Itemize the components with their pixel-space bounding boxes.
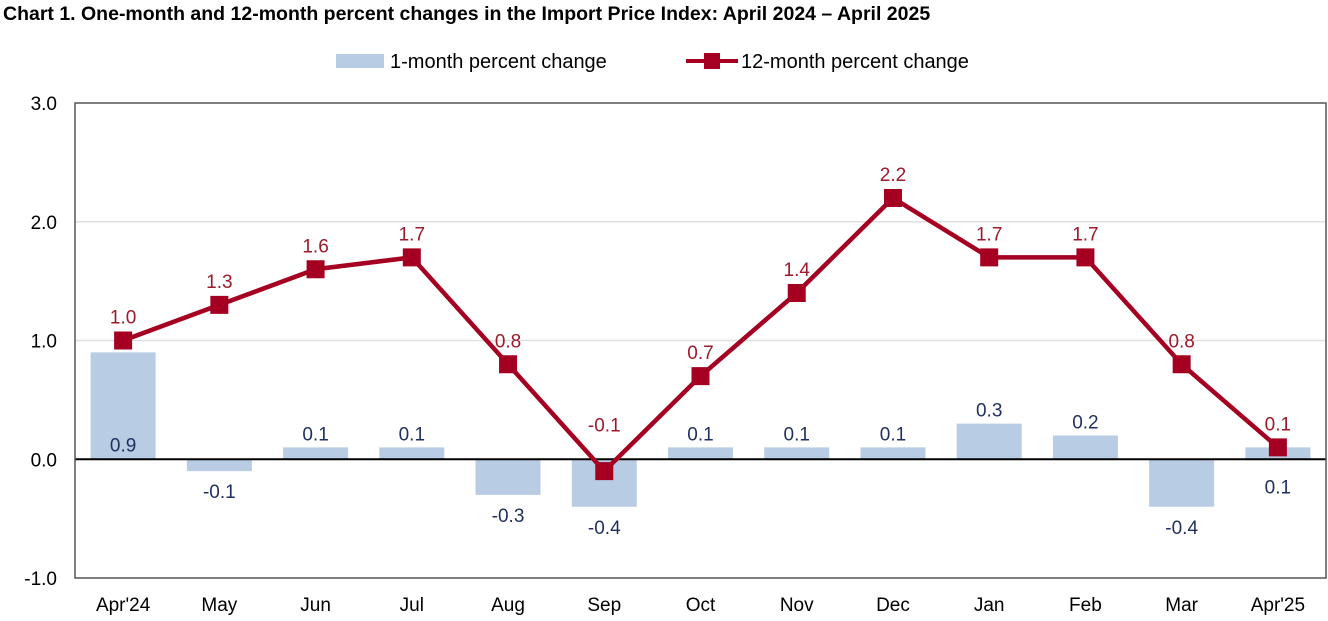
bar-data-label: -0.1	[203, 482, 236, 503]
line-data-label: 0.1	[1265, 414, 1291, 435]
y-tick-label: 2.0	[31, 213, 57, 234]
bar-data-label: 0.1	[302, 424, 328, 445]
gridlines	[75, 221, 1326, 342]
bar-data-label: -0.4	[588, 518, 621, 539]
bar	[379, 447, 445, 460]
x-tick-label: Jan	[974, 595, 1005, 616]
x-tick-label: Jul	[400, 595, 424, 616]
bar	[90, 352, 156, 460]
plot-frame	[74, 102, 1327, 579]
data-labels: 0.9 -0.1 0.1 0.1 -0.3 -0.4 0.1 0.1 0.1 0.3 0.2 -0.4…	[110, 165, 1291, 539]
legend-line-marker	[704, 53, 720, 69]
x-tick-label: Apr'24	[96, 595, 151, 616]
line-data-label: 1.7	[1072, 224, 1098, 245]
line-marker	[787, 284, 806, 302]
bar-data-label: 0.1	[687, 424, 713, 445]
line-data-label: 1.6	[302, 236, 328, 257]
bar	[1149, 459, 1215, 507]
line-marker	[1172, 355, 1191, 374]
bar-data-label: 0.1	[1265, 477, 1291, 498]
x-tick-label: Mar	[1165, 595, 1198, 616]
x-tick-label: Nov	[780, 595, 814, 616]
bar-data-label: 0.1	[784, 424, 810, 445]
x-tick-label: Jun	[300, 595, 331, 616]
line-marker	[595, 462, 614, 481]
bar-data-label: 0.9	[110, 435, 136, 456]
bar-data-label: -0.4	[1165, 518, 1198, 539]
bar-data-label: -0.3	[492, 506, 525, 527]
bars	[90, 352, 1311, 507]
y-tick-label: -1.0	[24, 569, 57, 590]
line-data-label: 1.4	[784, 260, 811, 281]
x-tick-label: Aug	[491, 595, 525, 616]
bar	[764, 447, 830, 460]
line-data-label: 2.2	[880, 165, 906, 186]
line-marker	[691, 367, 710, 386]
bar	[668, 447, 733, 460]
x-tick-label: Feb	[1069, 595, 1102, 616]
line-data-label: 1.7	[976, 224, 1002, 245]
line-data-label: 1.3	[206, 272, 232, 293]
line-series	[114, 189, 1287, 481]
x-tick-label: Apr'25	[1251, 595, 1305, 616]
x-tick-label: Dec	[876, 595, 910, 616]
bar-data-label: 0.3	[976, 401, 1002, 422]
line-data-label: 1.0	[110, 308, 136, 329]
line-marker	[402, 248, 421, 267]
line-data-label: 1.7	[399, 224, 425, 245]
y-tick-label: 0.0	[31, 450, 57, 471]
line-marker	[1076, 248, 1095, 267]
line-data-label: 0.8	[1168, 331, 1194, 352]
chart-title: Chart 1. One-month and 12-month percent …	[3, 3, 931, 25]
line-data-label: -0.1	[588, 415, 621, 436]
x-tick-label: May	[201, 595, 237, 616]
x-axis: Apr'24 May Jun Jul Aug Sep Oct Nov Dec Jan Feb Mar A…	[96, 595, 1305, 616]
line-marker	[499, 355, 518, 374]
line-data-label: 0.8	[495, 331, 521, 352]
line-data-label: 0.7	[687, 343, 713, 364]
y-tick-label: 1.0	[31, 332, 57, 353]
bar	[475, 459, 541, 495]
bar-data-label: 0.1	[399, 424, 425, 445]
legend-bar-label: 1-month percent change	[390, 51, 607, 73]
x-tick-label: Sep	[587, 595, 621, 616]
bar-data-label: 0.1	[880, 424, 906, 445]
legend-bar-swatch	[336, 54, 384, 68]
line-marker	[980, 248, 999, 267]
line-marker	[210, 295, 229, 314]
line-marker	[114, 331, 133, 350]
bar	[860, 447, 926, 460]
legend-line-label: 12-month percent change	[741, 51, 969, 73]
legend: 1-month percent change 12-month percent …	[336, 51, 969, 73]
bar	[1052, 435, 1118, 460]
x-tick-label: Oct	[686, 595, 716, 616]
bar	[283, 447, 349, 460]
line-marker	[1268, 438, 1287, 457]
bar	[956, 423, 1022, 460]
line-marker	[883, 189, 902, 207]
y-tick-label: 3.0	[31, 94, 57, 115]
line-marker	[306, 260, 325, 279]
bar	[186, 459, 252, 472]
bar-data-label: 0.2	[1072, 413, 1098, 434]
y-axis: 3.0 2.0 1.0 0.0 -1.0	[24, 94, 57, 590]
plot-area-border	[74, 102, 1327, 579]
